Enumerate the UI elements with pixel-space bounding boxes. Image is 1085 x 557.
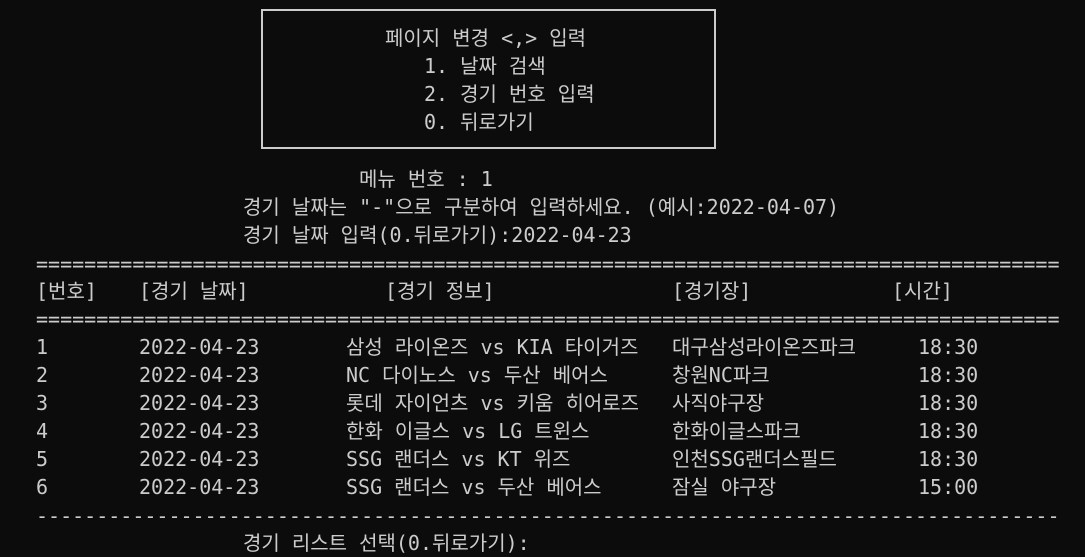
header-date: [경기 날짜]	[139, 279, 249, 303]
row-game-info: 롯데 자이언츠 vs 키움 히어로즈	[346, 391, 640, 415]
row-stadium: 인천SSG랜더스필드	[672, 447, 837, 471]
row-time: 18:30	[918, 391, 979, 415]
row-stadium: 창원NC파크	[672, 363, 770, 387]
menu-box	[261, 9, 716, 149]
single-separator: ----------------------------------------…	[36, 509, 1060, 523]
row-game-info: 삼성 라이온즈 vs KIA 타이거즈	[346, 335, 639, 359]
table-row: 6 2022-04-23 SSG 랜더스 vs 두산 베어스 잠실 야구장 15…	[0, 473, 1085, 501]
row-game-info: 한화 이글스 vs LG 트윈스	[346, 419, 590, 443]
row-date: 2022-04-23	[139, 391, 260, 415]
row-stadium: 대구삼성라이온즈파크	[672, 335, 856, 359]
row-number: 3	[36, 391, 49, 415]
row-game-info: SSG 랜더스 vs 두산 베어스	[346, 475, 602, 499]
row-date: 2022-04-23	[139, 447, 260, 471]
row-stadium: 잠실 야구장	[672, 475, 777, 499]
table-row: 3 2022-04-23 롯데 자이언츠 vs 키움 히어로즈 사직야구장 18…	[0, 389, 1085, 417]
row-stadium: 한화이글스파크	[672, 419, 801, 443]
menu-title: 페이지 변경 <,> 입력	[385, 26, 587, 50]
game-list-select-prompt[interactable]: 경기 리스트 선택(0.뒤로가기):	[243, 531, 530, 555]
row-date: 2022-04-23	[139, 475, 260, 499]
row-number: 2	[36, 363, 49, 387]
row-number: 6	[36, 475, 49, 499]
table-row: 5 2022-04-23 SSG 랜더스 vs KT 위즈 인천SSG랜더스필드…	[0, 445, 1085, 473]
double-separator-top: ========================================…	[36, 257, 1060, 271]
table-row: 1 2022-04-23 삼성 라이온즈 vs KIA 타이거즈 대구삼성라이온…	[0, 333, 1085, 361]
header-time: [시간]	[892, 279, 953, 303]
row-time: 18:30	[918, 335, 979, 359]
text-cursor	[548, 540, 560, 554]
row-game-info: NC 다이노스 vs 두산 베어스	[346, 363, 608, 387]
header-number: [번호]	[36, 279, 97, 303]
row-number: 1	[36, 335, 49, 359]
header-game-info: [경기 정보]	[385, 279, 495, 303]
date-input-line[interactable]: 경기 날짜 입력(0.뒤로가기):2022-04-23	[243, 223, 632, 247]
row-date: 2022-04-23	[139, 363, 260, 387]
menu-number-prompt: 메뉴 번호 : 1	[359, 167, 493, 191]
menu-option-back: 0. 뒤로가기	[424, 110, 534, 134]
table-row: 2 2022-04-23 NC 다이노스 vs 두산 베어스 창원NC파크 18…	[0, 361, 1085, 389]
row-time: 18:30	[918, 419, 979, 443]
row-number: 4	[36, 419, 49, 443]
date-format-hint: 경기 날짜는 "-"으로 구분하여 입력하세요. (예시:2022-04-07)	[243, 195, 840, 219]
row-stadium: 사직야구장	[672, 391, 764, 415]
double-separator-bottom: ========================================…	[36, 312, 1060, 326]
table-row: 4 2022-04-23 한화 이글스 vs LG 트윈스 한화이글스파크 18…	[0, 417, 1085, 445]
menu-option-game-number: 2. 경기 번호 입력	[424, 82, 595, 106]
menu-option-date-search: 1. 날짜 검색	[424, 54, 546, 78]
row-time: 18:30	[918, 363, 979, 387]
row-time: 15:00	[918, 475, 979, 499]
header-stadium: [경기장]	[672, 279, 752, 303]
row-date: 2022-04-23	[139, 335, 260, 359]
row-date: 2022-04-23	[139, 419, 260, 443]
row-time: 18:30	[918, 447, 979, 471]
row-number: 5	[36, 447, 49, 471]
row-game-info: SSG 랜더스 vs KT 위즈	[346, 447, 571, 471]
